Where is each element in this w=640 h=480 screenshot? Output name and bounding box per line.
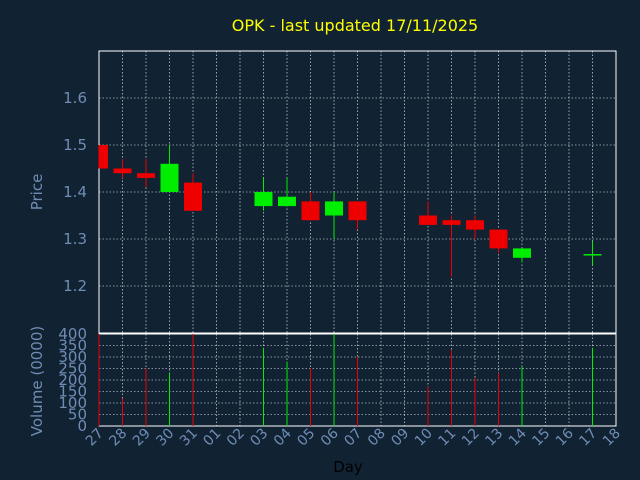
price-tick-label: 1.5 bbox=[63, 136, 87, 154]
candle-body bbox=[348, 201, 367, 221]
candle-body bbox=[137, 173, 155, 178]
x-tick-label: 11 bbox=[435, 426, 459, 450]
candles bbox=[98, 145, 602, 277]
x-tick-label: 09 bbox=[388, 426, 412, 450]
x-tick-label: 18 bbox=[600, 426, 624, 450]
x-tick-label: 30 bbox=[153, 426, 177, 450]
volume-axis-label: Volume (0000) bbox=[28, 326, 46, 436]
volume-tick-label: 0 bbox=[77, 417, 87, 435]
candle-body bbox=[301, 201, 320, 221]
price-axis: 1.2 1.3 1.4 1.5 1.6 bbox=[63, 89, 87, 295]
x-tick-label: 12 bbox=[459, 426, 483, 450]
x-tick-label: 07 bbox=[341, 426, 365, 450]
candle-body bbox=[113, 168, 132, 174]
x-tick-label: 31 bbox=[177, 426, 201, 450]
candle-body bbox=[583, 254, 602, 256]
volume-tick-label: 100 bbox=[58, 394, 87, 412]
candle-body bbox=[419, 215, 437, 225]
price-tick-label: 1.3 bbox=[63, 230, 87, 248]
candle-body bbox=[254, 192, 273, 207]
x-tick-label: 02 bbox=[224, 426, 248, 450]
x-tick-label: 16 bbox=[553, 425, 577, 449]
candle-body bbox=[513, 248, 531, 258]
x-tick-label: 03 bbox=[247, 426, 271, 450]
x-tick-label: 14 bbox=[506, 425, 530, 449]
volume-tick-label: 300 bbox=[58, 348, 87, 366]
volume-tick-label: 200 bbox=[58, 371, 87, 389]
x-axis: 27 28 29 30 31 01 02 03 04 05 06 07 08 09 10 11 12 13 14 15… bbox=[83, 425, 624, 449]
x-tick-label: 13 bbox=[482, 426, 506, 450]
chart-title: OPK - last updated 17/11/2025 bbox=[232, 16, 478, 35]
volume-tick-label: 250 bbox=[58, 360, 87, 378]
x-tick-label: 10 bbox=[412, 426, 436, 450]
x-tick-label: 01 bbox=[200, 426, 224, 450]
candle-body bbox=[466, 220, 484, 230]
x-tick-label: 15 bbox=[529, 426, 553, 450]
candle-body bbox=[184, 182, 202, 211]
x-tick-label: 28 bbox=[106, 426, 130, 450]
price-tick-label: 1.6 bbox=[63, 89, 87, 107]
candle-body bbox=[489, 229, 508, 249]
x-tick-label: 04 bbox=[271, 425, 295, 449]
candle-body bbox=[99, 145, 108, 169]
x-tick-label: 06 bbox=[318, 425, 342, 449]
candle-body bbox=[442, 220, 461, 225]
price-axis-label: Price bbox=[28, 174, 46, 211]
x-axis-label: Day bbox=[333, 458, 363, 476]
volume-tick-label: 50 bbox=[68, 406, 87, 424]
x-tick-label: 08 bbox=[365, 426, 389, 450]
price-tick-label: 1.4 bbox=[63, 183, 87, 201]
candle-body bbox=[278, 196, 296, 207]
volume-tick-label: 400 bbox=[58, 325, 87, 343]
volume-bars bbox=[98, 334, 593, 426]
candle-body bbox=[160, 163, 179, 192]
price-tick-label: 1.2 bbox=[63, 277, 87, 295]
candle-body bbox=[325, 201, 343, 216]
x-tick-label: 29 bbox=[130, 426, 154, 450]
volume-tick-label: 350 bbox=[58, 337, 87, 355]
x-tick-label: 17 bbox=[576, 426, 600, 450]
volume-tick-label: 150 bbox=[58, 383, 87, 401]
x-tick-label: 05 bbox=[294, 426, 318, 450]
